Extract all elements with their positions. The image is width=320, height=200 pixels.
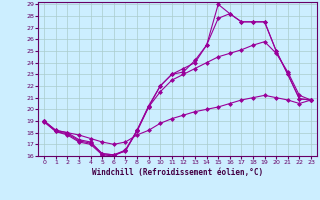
X-axis label: Windchill (Refroidissement éolien,°C): Windchill (Refroidissement éolien,°C)	[92, 168, 263, 177]
